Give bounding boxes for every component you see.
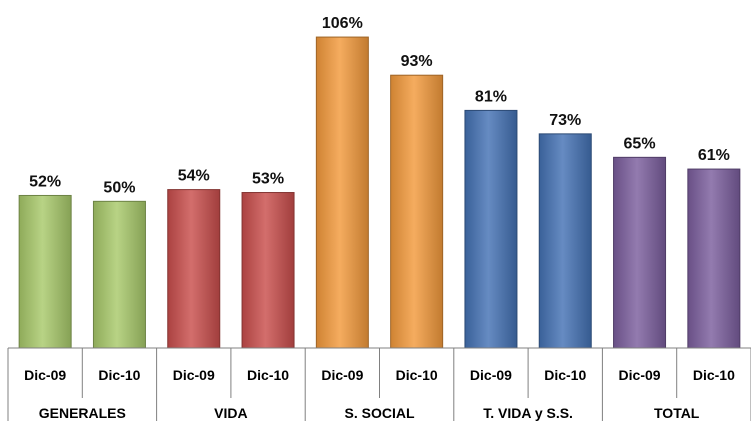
bar-total-dic-10 [687, 168, 741, 349]
group-label: TOTAL [654, 405, 700, 421]
tick-label: Dic-09 [321, 367, 363, 383]
tick-label: Dic-09 [619, 367, 661, 383]
group-label: VIDA [214, 405, 247, 421]
bar-s-social-dic-09 [315, 36, 369, 349]
bar-vida-dic-10 [241, 192, 295, 349]
bar-s-social-dic-10 [390, 74, 444, 349]
bar-t-vida-y-s-s--dic-10 [538, 133, 592, 349]
group-label: S. SOCIAL [344, 405, 414, 421]
tick-label: Dic-10 [396, 367, 438, 383]
data-label: 73% [549, 112, 581, 129]
bars-layer: 52% 50% 54% 53% 106% 93% 81% 73% 65% 61% [18, 15, 741, 349]
data-label: 61% [698, 147, 730, 164]
group-label: GENERALES [39, 405, 126, 421]
data-label: 50% [103, 179, 135, 196]
bar-total-dic-09 [613, 156, 667, 349]
category-axis: Dic-09 Dic-10 GENERALES Dic-09 Dic-10 VIDA Dic… [7, 347, 751, 421]
tick-label: Dic-10 [247, 367, 289, 383]
tick-label: Dic-10 [693, 367, 735, 383]
bar-t-vida-y-s-s--dic-09 [464, 109, 518, 349]
data-label: 52% [29, 173, 61, 190]
tick-label: Dic-10 [98, 367, 140, 383]
data-label: 106% [322, 15, 363, 32]
data-label: 93% [401, 53, 433, 70]
bar-vida-dic-09 [167, 189, 221, 349]
group-label: T. VIDA y S.S. [483, 405, 573, 421]
data-label: 81% [475, 88, 507, 105]
tick-label: Dic-10 [544, 367, 586, 383]
data-label: 54% [178, 168, 210, 185]
bar-generales-dic-10 [92, 200, 146, 349]
data-label: 53% [252, 171, 284, 188]
tick-label: Dic-09 [24, 367, 66, 383]
data-label: 65% [624, 135, 656, 152]
bar-generales-dic-09 [18, 194, 72, 349]
tick-label: Dic-09 [470, 367, 512, 383]
tick-label: Dic-09 [173, 367, 215, 383]
